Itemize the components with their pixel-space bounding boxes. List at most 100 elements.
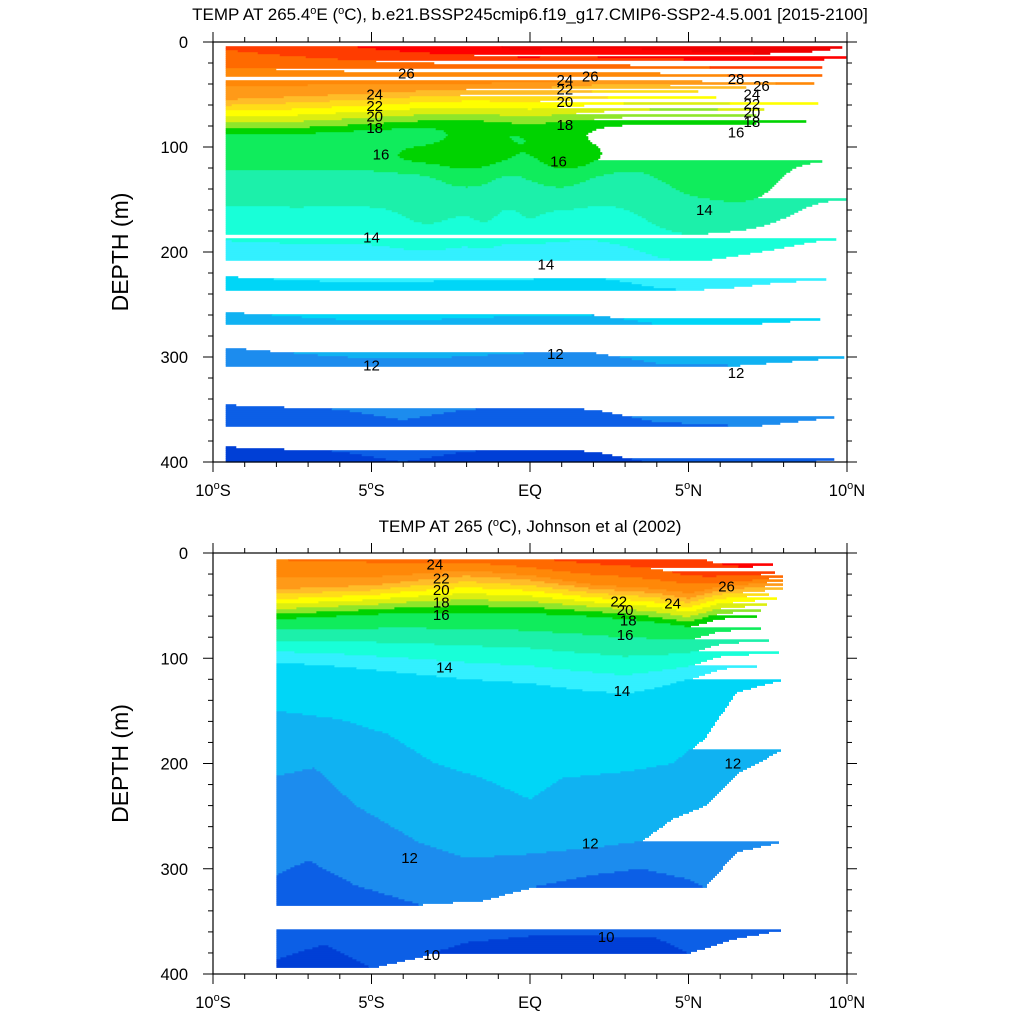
field-cell: [452, 593, 487, 596]
field-cell: [414, 749, 689, 752]
field-cell: [276, 817, 379, 820]
field-cell: [276, 761, 433, 764]
field-cell: [225, 226, 661, 229]
field-cell: [479, 220, 489, 223]
contour-label: 22: [744, 96, 761, 113]
field-cell: [276, 753, 421, 756]
field-cell: [225, 322, 653, 325]
field-cell: [341, 118, 595, 121]
field-cell: [394, 827, 659, 830]
field-cell: [373, 92, 559, 95]
contour-label: 26: [398, 66, 415, 83]
field-cell: [540, 791, 719, 794]
field-cell: [550, 785, 725, 788]
field-cell: [276, 591, 323, 594]
field-cell: [399, 152, 521, 155]
field-cell: [487, 220, 649, 223]
field-cell: [276, 943, 461, 946]
field-cell: [651, 222, 771, 225]
field-cell: [501, 244, 621, 247]
field-cell: [225, 316, 303, 319]
field-cell: [225, 88, 467, 91]
field-cell: [356, 959, 405, 962]
field-cell: [225, 154, 399, 157]
field-cell: [225, 218, 411, 221]
field-cell: [398, 829, 657, 832]
field-cell: [643, 172, 787, 175]
contour-label: 12: [582, 835, 599, 852]
field-cell: [441, 318, 625, 321]
field-cell: [418, 595, 533, 598]
field-cell: [590, 583, 749, 586]
field-cell: [279, 54, 475, 57]
field-cell: [642, 577, 769, 580]
field-cell: [634, 691, 737, 694]
field-cell: [276, 717, 333, 720]
field-cell: [543, 162, 591, 165]
field-cell: [276, 957, 281, 960]
field-cell: [276, 585, 349, 588]
field-cell: [616, 585, 727, 588]
field-cell: [686, 951, 691, 954]
field-cell: [486, 593, 563, 596]
field-cell: [366, 811, 689, 814]
field-cell: [522, 795, 535, 798]
field-cell: [656, 937, 737, 940]
field-cell: [276, 879, 347, 882]
field-cell: [481, 184, 545, 187]
field-cell: [622, 655, 629, 658]
field-cell: [276, 881, 351, 884]
field-cell: [597, 56, 847, 59]
field-cell: [487, 354, 609, 357]
field-cell: [460, 855, 495, 858]
field-cell: [634, 841, 779, 844]
field-cell: [641, 284, 753, 287]
field-cell: [225, 286, 655, 289]
field-cell: [312, 861, 727, 864]
field-cell: [545, 212, 635, 215]
field-cell: [704, 597, 727, 600]
field-cell: [465, 186, 469, 189]
field-cell: [276, 945, 319, 948]
field-cell: [404, 833, 651, 836]
field-cell: [539, 160, 595, 163]
field-cell: [296, 607, 395, 610]
contour-label: 12: [401, 850, 418, 867]
field-cell: [410, 585, 537, 588]
field-cell: [654, 687, 751, 690]
field-cell: [392, 895, 499, 898]
field-cell: [511, 122, 547, 125]
field-cell: [582, 633, 709, 636]
field-cell: [276, 645, 483, 648]
field-cell: [338, 875, 587, 878]
field-cell: [460, 943, 671, 946]
field-cell: [276, 789, 339, 792]
field-cell: [675, 288, 705, 291]
field-cell: [328, 945, 455, 948]
field-cell: [356, 723, 715, 726]
field-cell: [643, 360, 793, 363]
field-cell: [550, 685, 663, 688]
y-axis-label: DEPTH (m): [107, 704, 133, 823]
field-cell: [368, 965, 379, 968]
field-cell: [682, 949, 697, 952]
field-cell: [225, 136, 447, 139]
field-cell: [491, 82, 777, 85]
field-cell: [349, 410, 457, 413]
field-cell: [620, 603, 669, 606]
field-cell: [676, 681, 773, 684]
contour-label: 26: [753, 78, 770, 95]
field-cell: [225, 284, 643, 287]
contour-label: 28: [728, 71, 745, 88]
field-cell: [676, 759, 763, 762]
field-cell: [417, 120, 485, 123]
field-cell: [657, 256, 727, 259]
field-cell: [563, 186, 673, 189]
field-cell: [276, 587, 301, 590]
field-cell: [660, 939, 729, 942]
field-cell: [385, 208, 575, 211]
field-cell: [300, 863, 317, 866]
field-cell: [276, 903, 419, 906]
field-cell: [662, 617, 703, 620]
field-cell: [276, 657, 409, 660]
